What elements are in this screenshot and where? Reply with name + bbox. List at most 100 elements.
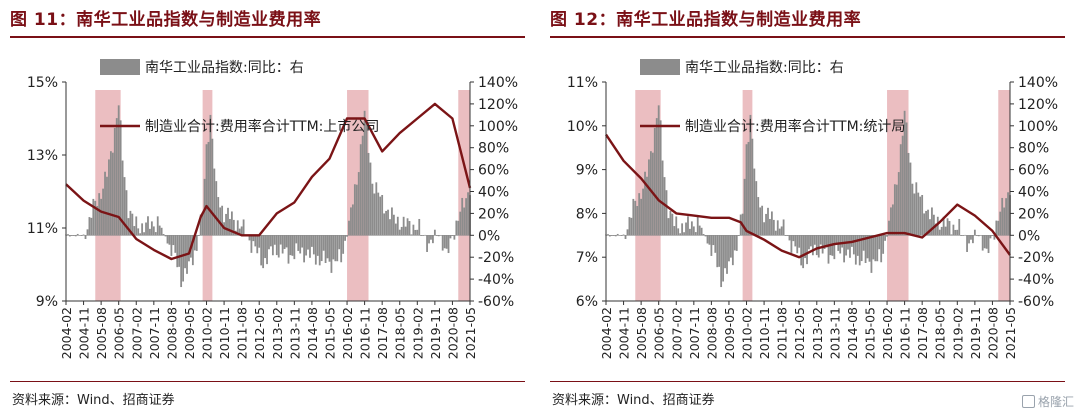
bar-mark xyxy=(289,235,292,256)
bar-mark xyxy=(242,219,245,236)
bar-mark xyxy=(236,220,239,236)
bar-mark xyxy=(880,235,883,263)
x-tick-label: 2009-05 xyxy=(182,307,197,359)
bar-mark xyxy=(433,229,436,236)
bar-mark xyxy=(178,235,181,267)
bar-mark xyxy=(722,235,725,282)
bar-mark xyxy=(632,198,635,236)
bar-mark xyxy=(891,204,894,236)
x-tick-label: 2014-08 xyxy=(305,307,320,359)
bar-mark xyxy=(972,235,974,244)
x-tick-label: 2011-08 xyxy=(775,307,790,359)
bar-mark xyxy=(328,235,331,262)
chart-panel-right: 图 12：南华工业品指数与制造业费用率 6% 7% 8% 9% 10% 11% -60% -4… xyxy=(540,0,1080,417)
bar-mark xyxy=(689,228,691,236)
x-tick-label: 2014-08 xyxy=(845,307,860,359)
bar-mark xyxy=(702,234,705,236)
right-tick-label: 40% xyxy=(478,185,509,201)
x-tick-label: 2007-11 xyxy=(687,307,702,359)
bar-mark xyxy=(346,235,348,237)
bar-mark xyxy=(700,227,703,236)
bar-mark xyxy=(663,177,666,236)
bar-mark xyxy=(369,162,372,236)
bar-mark xyxy=(256,235,259,254)
watermark-text: 格隆汇 xyxy=(1037,395,1074,409)
right-tick-label: -40% xyxy=(1018,272,1054,288)
bar-mark xyxy=(751,138,754,236)
bar-mark xyxy=(355,184,358,236)
bar-mark xyxy=(357,172,360,236)
bar-mark xyxy=(763,222,765,236)
bar-mark xyxy=(802,235,805,269)
chart-panel-left: 图 11：南华工业品指数与制造业费用率 9% 11% 13% 15% -60% -40% -… xyxy=(10,10,525,408)
bar-mark xyxy=(217,197,220,236)
bar-mark xyxy=(96,205,99,236)
bar-mark xyxy=(67,234,69,236)
bar-mark xyxy=(199,214,202,236)
bar-mark xyxy=(463,207,466,236)
bar-mark xyxy=(293,235,296,260)
bar-mark xyxy=(938,229,941,236)
watermark-logo: 格隆汇 xyxy=(1021,393,1074,410)
bar-mark xyxy=(692,226,695,236)
right-tick-label: 60% xyxy=(1018,163,1049,179)
bar-mark xyxy=(396,216,399,236)
shaded-period xyxy=(742,90,753,301)
bar-mark xyxy=(997,220,1000,236)
bar-mark xyxy=(209,114,212,236)
bar-mark xyxy=(324,235,327,263)
bar-mark xyxy=(616,233,619,236)
bar-mark xyxy=(348,220,350,236)
bar-mark xyxy=(359,144,362,236)
bar-mark xyxy=(117,105,120,236)
bar-mark xyxy=(162,234,165,236)
bar-mark xyxy=(704,235,707,237)
bar-mark xyxy=(340,235,343,263)
right-tick-label: -60% xyxy=(478,294,514,310)
x-tick-label: 2019-11 xyxy=(428,307,443,359)
bar-mark xyxy=(905,122,908,236)
right-tick-label: 20% xyxy=(478,206,509,222)
legend-bar-label: 南华工业品指数:同比：右 xyxy=(145,60,304,76)
bar-mark xyxy=(977,235,980,237)
legend-line-label: 制造业合计:费用率合计TTM:上市公司 xyxy=(145,118,379,135)
bar-mark xyxy=(203,178,206,236)
bar-mark xyxy=(675,216,678,236)
bar-mark xyxy=(441,235,444,251)
x-tick-label: 2019-11 xyxy=(968,307,983,359)
bar-mark xyxy=(952,224,955,236)
bar-mark xyxy=(936,216,939,236)
bar-mark xyxy=(98,193,101,236)
legend-bar-label: 南华工业品指数:同比：右 xyxy=(685,60,844,76)
bar-mark xyxy=(205,144,208,236)
bar-mark xyxy=(248,235,251,241)
bar-mark xyxy=(716,235,719,268)
legend-bar-swatch xyxy=(100,59,140,75)
bar-mark xyxy=(379,196,382,236)
bar-mark xyxy=(133,226,136,236)
bar-mark xyxy=(767,207,769,236)
bar-mark xyxy=(69,235,71,237)
bar-mark xyxy=(406,218,409,236)
bar-mark xyxy=(92,198,95,236)
bar-mark xyxy=(164,235,167,237)
bar-mark xyxy=(213,168,216,236)
bar-mark xyxy=(260,235,263,266)
bar-mark xyxy=(139,233,142,236)
bar-mark xyxy=(958,218,961,236)
right-tick-label: 0% xyxy=(478,228,500,244)
watermark-icon xyxy=(1021,395,1035,408)
bar-mark xyxy=(909,162,912,236)
bar-mark xyxy=(607,234,609,236)
bar-mark xyxy=(890,207,892,236)
bar-mark xyxy=(728,235,730,262)
bar-mark xyxy=(295,235,298,244)
bar-mark xyxy=(915,182,918,236)
left-tick-label: 8% xyxy=(576,206,598,222)
bar-mark xyxy=(626,229,629,236)
x-tick-label: 2021-05 xyxy=(1003,307,1018,359)
bar-mark xyxy=(127,218,130,236)
x-tick-label: 2007-02 xyxy=(129,307,144,359)
bar-mark xyxy=(338,235,341,250)
bar-mark xyxy=(823,235,826,249)
